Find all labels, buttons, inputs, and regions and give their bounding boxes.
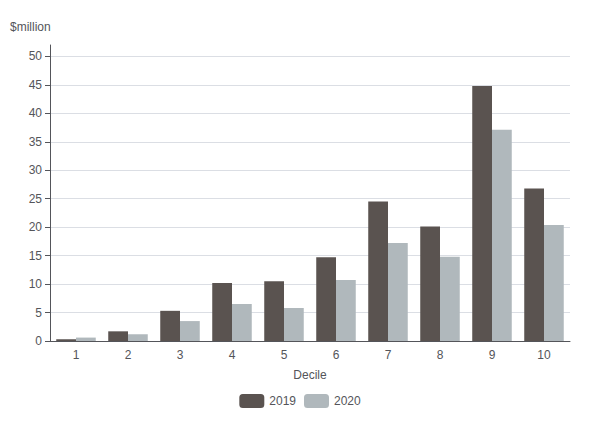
svg-text:40: 40 [29, 106, 43, 120]
svg-text:30: 30 [29, 163, 43, 177]
svg-text:10: 10 [537, 348, 551, 362]
svg-text:9: 9 [489, 348, 496, 362]
svg-text:6: 6 [333, 348, 340, 362]
svg-text:10: 10 [29, 277, 43, 291]
svg-text:5: 5 [35, 306, 42, 320]
svg-text:25: 25 [29, 192, 43, 206]
svg-text:1: 1 [73, 348, 80, 362]
svg-text:2020: 2020 [334, 394, 361, 408]
svg-text:45: 45 [29, 78, 43, 92]
svg-text:7: 7 [385, 348, 392, 362]
svg-text:15: 15 [29, 249, 43, 263]
svg-text:5: 5 [281, 348, 288, 362]
svg-text:35: 35 [29, 135, 43, 149]
svg-text:50: 50 [29, 49, 43, 63]
svg-text:0: 0 [35, 334, 42, 348]
svg-text:Decile: Decile [293, 368, 327, 382]
svg-text:20: 20 [29, 220, 43, 234]
svg-text:8: 8 [437, 348, 444, 362]
svg-text:$million: $million [10, 20, 51, 34]
svg-text:2: 2 [125, 348, 132, 362]
svg-text:4: 4 [229, 348, 236, 362]
svg-text:3: 3 [177, 348, 184, 362]
svg-text:2019: 2019 [269, 394, 296, 408]
